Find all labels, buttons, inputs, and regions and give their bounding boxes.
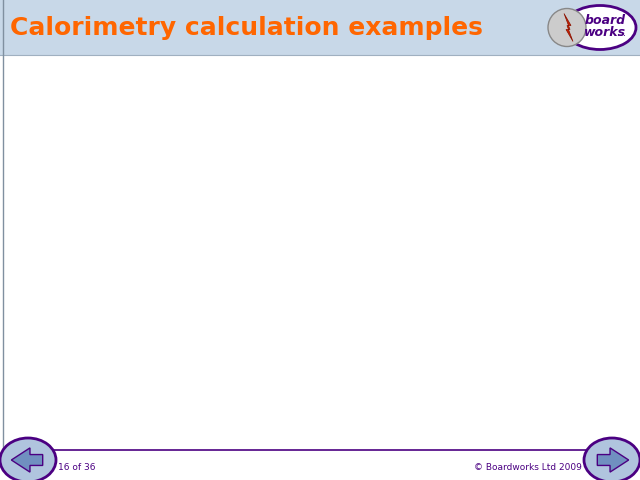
Text: 16 of 36: 16 of 36 (58, 463, 95, 471)
Text: © Boardworks Ltd 2009: © Boardworks Ltd 2009 (474, 463, 582, 471)
Ellipse shape (0, 438, 56, 480)
Polygon shape (597, 448, 628, 472)
Text: works: works (584, 26, 626, 39)
Text: ...: ... (616, 27, 625, 37)
Circle shape (548, 9, 586, 47)
Text: board: board (584, 14, 625, 27)
Bar (0, 0, 640, 55)
Ellipse shape (564, 5, 636, 49)
Ellipse shape (584, 438, 640, 480)
Text: Calorimetry calculation examples: Calorimetry calculation examples (10, 15, 483, 39)
Polygon shape (12, 448, 43, 472)
Polygon shape (564, 13, 573, 41)
